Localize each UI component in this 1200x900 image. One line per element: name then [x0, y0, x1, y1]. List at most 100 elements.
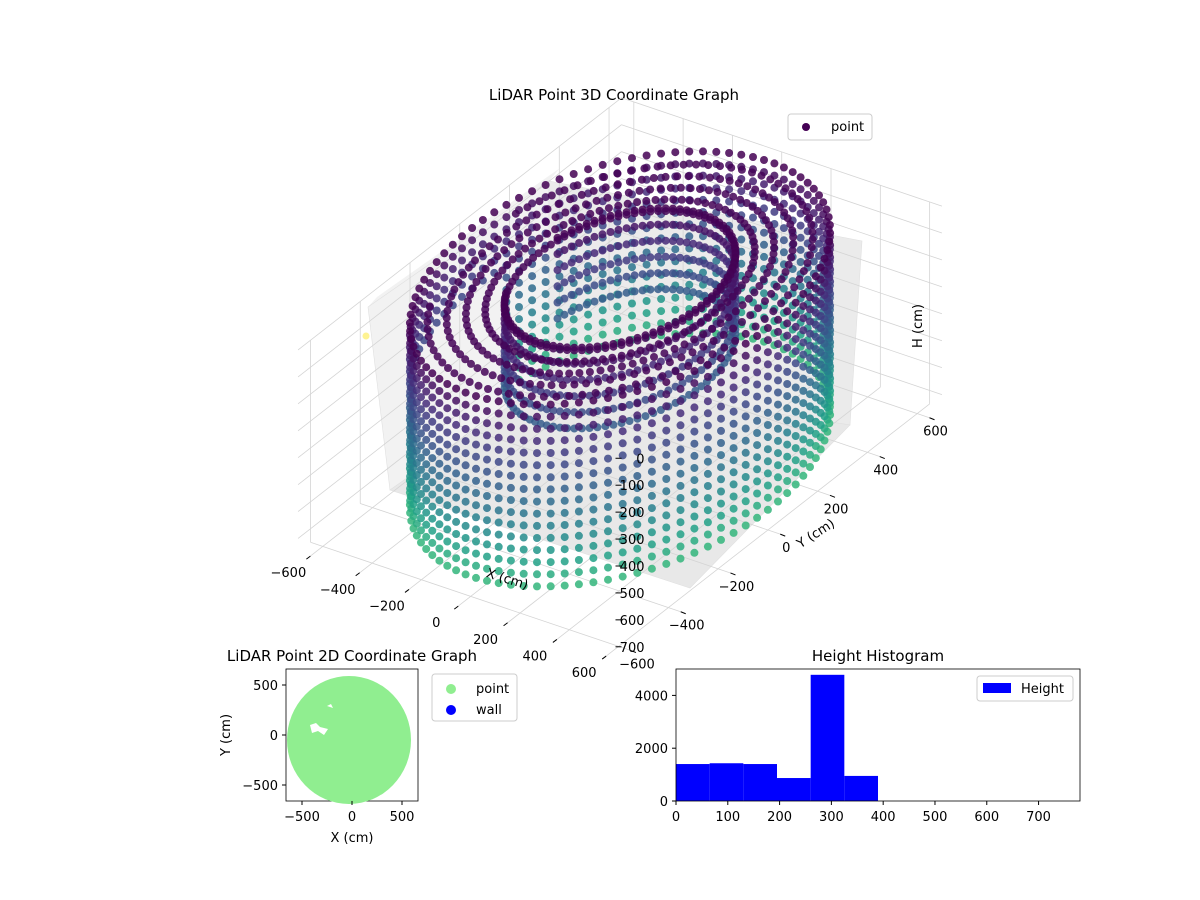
- point-3d: [567, 307, 576, 316]
- point-3d: [690, 464, 699, 472]
- point-3d: [664, 324, 673, 333]
- point-3d: [716, 162, 724, 171]
- point-3d: [622, 210, 631, 219]
- point-3d: [671, 320, 680, 329]
- point-3d: [546, 400, 555, 409]
- point-3d: [519, 412, 528, 421]
- point-3d: [533, 461, 541, 470]
- point-3d: [560, 508, 569, 517]
- point-3d: [728, 292, 737, 301]
- point-3d: [589, 566, 598, 575]
- point-3d: [729, 431, 738, 440]
- point-3d: [435, 508, 444, 517]
- point-3d: [685, 147, 694, 156]
- point-3d: [684, 362, 693, 370]
- point-3d: [690, 548, 699, 557]
- point-3d: [779, 284, 788, 293]
- point-3d: [424, 310, 433, 319]
- point-3d: [618, 524, 627, 533]
- point-3d: [452, 396, 461, 405]
- point-3d: [660, 349, 669, 358]
- x-tick-label-3d: 200: [473, 633, 498, 648]
- point-3d: [533, 546, 541, 555]
- point-3d: [494, 579, 503, 588]
- point-3d: [458, 232, 466, 241]
- point-3d: [703, 482, 712, 490]
- point-3d: [458, 292, 466, 301]
- grid-leftwall-h-4: [297, 205, 622, 459]
- point-3d: [575, 239, 584, 247]
- x-tick-mark-3d: [306, 555, 311, 560]
- point-3d: [633, 568, 642, 577]
- point-3d: [662, 426, 671, 435]
- point-3d: [515, 303, 523, 311]
- point-3d: [549, 344, 558, 353]
- point-3d: [519, 400, 528, 409]
- point-3d: [622, 240, 631, 249]
- point-3d: [461, 388, 470, 397]
- point-3d: [467, 359, 475, 368]
- point-3d: [428, 514, 437, 523]
- point-3d: [741, 448, 750, 457]
- point-3d: [774, 364, 782, 373]
- point-3d: [435, 520, 444, 529]
- point-3d: [456, 350, 465, 359]
- point-3d: [690, 427, 699, 436]
- point-3d: [783, 307, 792, 316]
- point-3d: [500, 246, 509, 255]
- point-3d: [598, 330, 607, 339]
- point-3d: [472, 392, 480, 401]
- point-3d: [598, 355, 607, 364]
- point-3d: [546, 570, 555, 579]
- point-3d: [574, 507, 583, 516]
- point-3d: [560, 278, 569, 287]
- point-3d: [633, 387, 642, 396]
- point-3d: [789, 232, 798, 241]
- point-3d: [541, 278, 550, 286]
- point-3d: [763, 324, 772, 332]
- point-3d: [676, 269, 684, 278]
- point-3d: [622, 224, 631, 233]
- y-tick-mark-3d: [630, 650, 637, 654]
- point-3d: [604, 503, 612, 511]
- point-3d: [591, 389, 600, 397]
- point-3d: [560, 496, 569, 505]
- point-3d: [409, 342, 418, 351]
- point-3d: [428, 381, 437, 390]
- point-3d: [783, 214, 792, 223]
- point-3d: [703, 445, 712, 454]
- point-3d: [589, 493, 598, 502]
- point-3d: [528, 308, 537, 317]
- point-3d: [806, 281, 814, 290]
- point-3d: [729, 347, 738, 356]
- point-3d: [598, 306, 607, 315]
- point-3d: [417, 526, 425, 535]
- point-3d: [574, 519, 583, 528]
- point-3d: [594, 377, 603, 386]
- point-3d: [713, 188, 722, 196]
- point-3d: [703, 360, 712, 369]
- point-3d: [584, 165, 593, 174]
- point-3d: [743, 182, 752, 191]
- point-3d: [447, 292, 456, 301]
- point-3d: [614, 274, 623, 283]
- point-3d: [646, 221, 655, 229]
- point-3d: [435, 374, 444, 383]
- point-3d: [506, 556, 515, 565]
- point-3d: [565, 369, 574, 378]
- point-3d: [647, 407, 656, 416]
- point-3d: [693, 197, 702, 206]
- point-3d: [682, 222, 691, 231]
- point-3d: [676, 286, 684, 294]
- point-3d: [519, 424, 528, 433]
- y-tick-label-3d: −400: [669, 619, 705, 634]
- point-3d: [676, 207, 684, 216]
- point-3d: [689, 288, 698, 297]
- point-3d: [562, 358, 571, 366]
- point-3d: [443, 513, 452, 522]
- point-3d: [649, 331, 658, 339]
- point-3d: [766, 262, 774, 271]
- point-3d: [582, 379, 591, 388]
- point-3d: [799, 267, 808, 276]
- point-3d: [458, 244, 466, 253]
